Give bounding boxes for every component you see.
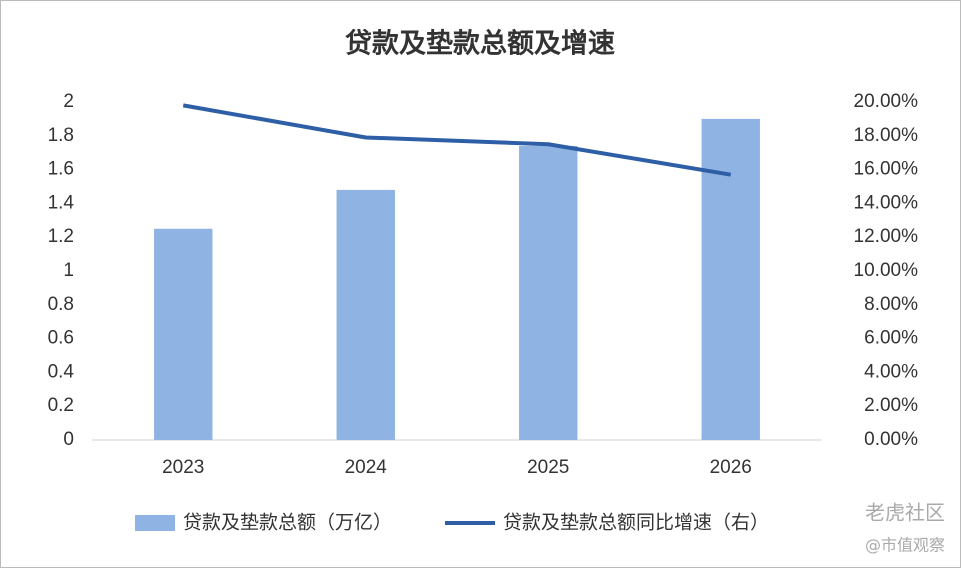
x-tick-label: 2023 [162,457,204,478]
y-tick-label: 0.2 [48,395,74,416]
x-tick-label: 2024 [345,457,388,478]
y2-tick-label: 16.00% [854,159,919,180]
y2-tick-label: 2.00% [864,395,918,416]
watermark: 老虎社区 [865,501,945,525]
y-tick-label: 1.4 [48,192,75,213]
y-tick-label: 0 [63,429,74,450]
y-tick-label: 1.2 [48,226,74,247]
x-tick-label: 2025 [527,457,569,478]
bar [336,189,395,440]
y2-tick-label: 0.00% [864,429,918,450]
y2-tick-label: 12.00% [854,226,919,247]
legend-swatch [135,515,175,531]
y-tick-label: 2 [63,91,74,112]
legend-label: 贷款及垫款总额同比增速（右） [503,512,769,534]
y2-tick-label: 18.00% [854,125,919,146]
bar [154,228,213,440]
y-tick-label: 1 [63,260,74,281]
y-tick-label: 1.6 [48,159,74,180]
y2-tick-label: 14.00% [854,192,919,213]
y2-tick-label: 10.00% [854,260,919,281]
x-tick-label: 2026 [710,457,752,478]
bar [701,118,760,441]
y2-tick-label: 4.00% [864,361,918,382]
bar [519,145,578,440]
y-tick-label: 1.8 [48,125,74,146]
y2-tick-label: 8.00% [864,294,918,315]
chart-title: 贷款及垫款总额及增速 [345,28,615,60]
y2-tick-label: 20.00% [854,91,919,112]
y-tick-label: 0.4 [48,361,75,382]
y-tick-label: 0.8 [48,294,74,315]
watermark: @市值观察 [865,536,945,555]
line [182,103,732,177]
y-tick-label: 0.6 [48,328,74,349]
y2-tick-label: 6.00% [864,328,918,349]
legend-label: 贷款及垫款总额（万亿） [183,512,392,534]
